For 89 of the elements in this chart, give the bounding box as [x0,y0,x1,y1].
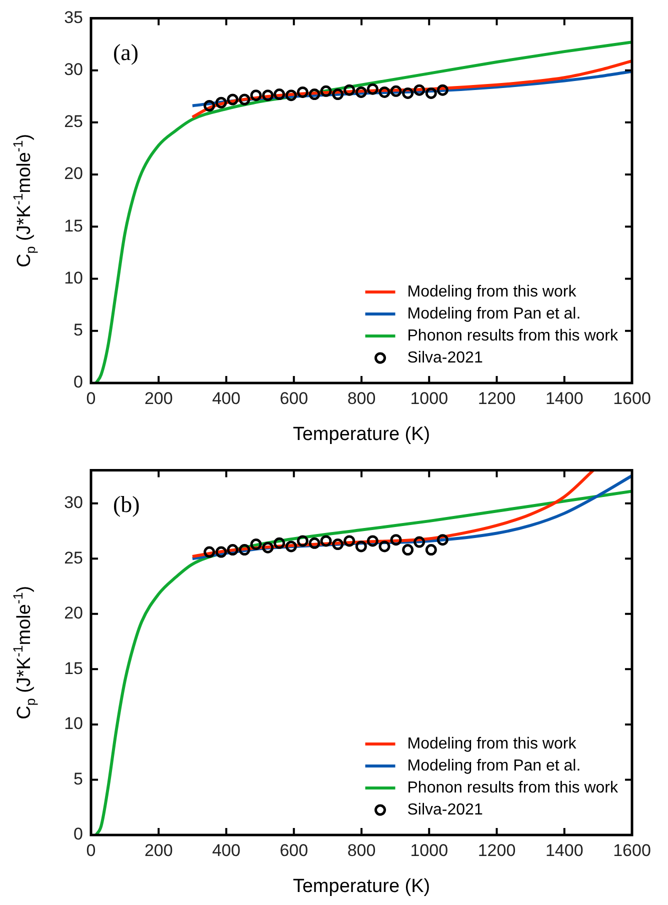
point [285,90,297,102]
y-tick-label: 5 [74,769,83,788]
point [355,86,367,98]
point [425,544,437,556]
point [226,544,238,556]
x-tick-label: 1000 [410,840,448,860]
point [296,86,308,98]
point [204,546,216,558]
x-tick-label: 1000 [410,388,448,408]
y-tick-label: 25 [64,548,83,568]
point [366,535,378,547]
y-tick-label: 15 [64,216,83,236]
legend-label: Modeling from this work [407,735,578,752]
y-tick-label: 0 [74,372,83,392]
point [320,535,332,547]
x-tick-label: 400 [212,840,240,860]
x-tick-label: 200 [144,840,173,860]
legend-label: Modeling from Pan et al. [407,757,581,774]
point [425,87,437,99]
y-tick-label: 35 [64,8,83,27]
point [308,88,320,100]
x-tick-label: 1200 [478,388,516,408]
x-tick-label: 200 [144,388,173,408]
point [366,83,378,95]
y-tick-label: 30 [64,60,83,79]
point [414,536,426,548]
x-tick-label: 1600 [613,840,651,860]
point [355,540,367,552]
y-tick-label: 0 [74,824,83,844]
x-tick-label: 600 [280,388,308,408]
x-axis-title: Temperature (K) [292,876,430,897]
point [262,542,274,554]
y-axis-title: Cp (J*K-1mole-1) [10,134,38,268]
y-tick-label: 10 [64,714,83,734]
y-axis-title: Cp (J*K-1mole-1) [10,586,38,720]
point [238,94,250,106]
annotation: (a) [113,40,139,66]
point [296,535,308,547]
x-tick-label: 1600 [613,388,651,408]
point [320,85,332,97]
point [332,88,344,100]
x-tick-label: 1400 [545,840,584,860]
legend-label: Silva-2021 [407,801,483,818]
legend-label: Modeling from Pan et al. [407,305,581,322]
point [378,540,390,552]
x-tick-label: 400 [212,388,240,408]
x-tick-label: 800 [347,840,376,860]
x-tick-label: 600 [280,840,308,860]
annotation: (b) [113,492,140,518]
legend-label: Phonon results from this work [407,327,619,344]
point [250,90,262,102]
y-tick-label: 25 [64,112,83,132]
point [274,88,286,100]
x-axis-title: Temperature (K) [292,424,430,445]
point [402,544,414,556]
x-tick-label: 1200 [478,840,516,860]
point [204,100,216,112]
point [390,534,402,546]
point [436,534,448,546]
legend-label: Phonon results from this work [407,779,619,796]
point [238,544,250,556]
y-tick-label: 15 [64,658,83,678]
y-tick-label: 30 [64,493,83,512]
point [285,540,297,552]
point [215,546,227,558]
x-tick-label: 1400 [545,388,584,408]
point [344,535,356,547]
point [414,84,426,96]
point [378,86,390,98]
point [308,537,320,549]
y-tick-label: 10 [64,268,83,288]
legend-label: Silva-2021 [407,349,483,366]
point [344,84,356,96]
point [262,90,274,102]
point [390,85,402,97]
point [215,96,227,108]
y-tick-label: 20 [64,604,83,623]
y-tick-label: 20 [64,164,83,184]
point [274,537,286,549]
point [436,84,448,96]
x-tick-label: 0 [86,388,96,408]
x-tick-label: 800 [347,388,376,408]
point [402,87,414,99]
y-tick-label: 5 [74,320,83,340]
legend-label: Modeling from this work [407,283,578,300]
point [250,538,262,550]
point [332,538,344,550]
point [226,94,238,106]
x-tick-label: 0 [86,840,96,860]
